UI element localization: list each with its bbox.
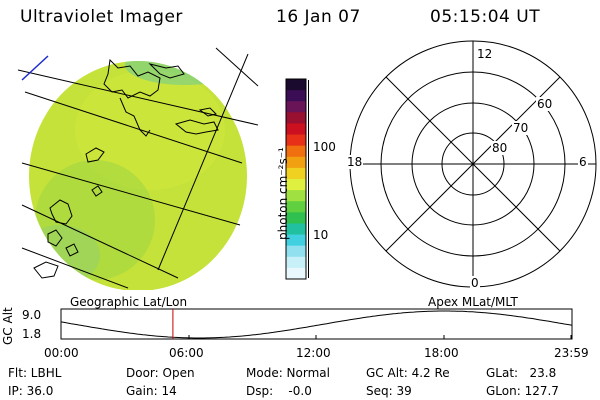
polar-label-6: 6	[578, 155, 588, 169]
info-door: Door: Open	[126, 366, 195, 380]
orbit-x-tick-1200: 12:00	[296, 346, 331, 360]
orbit-x-tick-0000: 00:00	[44, 346, 79, 360]
color-bar-segment	[286, 79, 306, 91]
color-bar-tick-100: 100	[313, 140, 336, 154]
orbit-y-min-label: 1.8	[22, 327, 42, 341]
polar-ring-label-70: 70	[512, 121, 530, 135]
orbit-plot-ticks	[60, 335, 572, 339]
polar-ring-label-80: 80	[491, 141, 509, 155]
color-bar-segment	[286, 179, 306, 191]
polar-label-0: 0	[470, 276, 480, 290]
color-bar-segment	[286, 190, 306, 202]
color-bar-segment	[286, 234, 306, 247]
info-seq: Seq: 39	[366, 384, 412, 398]
color-bar-segment	[286, 245, 306, 258]
orbit-x-tick-0600: 06:00	[169, 346, 204, 360]
orbit-x-tick-1800: 18:00	[424, 346, 459, 360]
app-title: Ultraviolet Imager	[20, 7, 183, 27]
color-bar-segment	[286, 101, 306, 113]
color-bar-frame	[285, 78, 307, 280]
limb-marker	[21, 55, 49, 81]
color-bar-unit-label: photon cm⁻²s⁻¹	[276, 147, 290, 240]
color-bar-segment	[286, 201, 306, 213]
info-mode: Mode: Normal	[246, 366, 330, 380]
color-bar-segment	[286, 112, 306, 124]
color-bar-segment	[286, 156, 306, 169]
info-gain: Gain: 14	[126, 384, 177, 398]
color-bar-segment	[286, 145, 306, 158]
image-date: 16 Jan 07	[276, 7, 361, 27]
color-bar-axis	[308, 80, 319, 278]
color-bar-segment	[286, 267, 306, 280]
info-glat: GLat: 23.8	[486, 366, 557, 380]
polar-diagonal-2	[385, 76, 561, 252]
info-filter: Flt: LBHL	[8, 366, 62, 380]
color-bar-segment	[286, 134, 306, 147]
color-bar-segment	[286, 256, 306, 269]
orbit-y-max-label: 9.0	[22, 308, 42, 322]
orbit-altitude-plot	[60, 308, 573, 340]
color-bar-segment	[286, 167, 306, 180]
color-bar-segment	[286, 223, 306, 236]
color-bar-segment	[286, 90, 306, 102]
polar-ring-label-60: 60	[536, 97, 554, 111]
geographic-grid-lines	[17, 47, 259, 289]
info-dsp: Dsp: -0.0	[246, 384, 312, 398]
color-bar-segment	[286, 212, 306, 224]
polar-label-18: 18	[346, 155, 364, 169]
polar-label-12: 12	[476, 47, 494, 61]
color-bar-tick-10: 10	[313, 228, 329, 242]
uv-earth-image	[17, 47, 259, 290]
color-bar	[285, 78, 307, 280]
color-bar-segment	[286, 123, 306, 136]
orbit-x-tick-2359: 23:59	[554, 346, 589, 360]
info-gc-alt: GC Alt: 4.2 Re	[366, 366, 450, 380]
orbit-altitude-curve	[60, 310, 573, 339]
info-glon: GLon: 127.7	[486, 384, 559, 398]
coastlines	[33, 58, 219, 279]
orbit-right-title: Apex MLat/MLT	[428, 295, 518, 309]
orbit-y-axis-label: GC Alt	[1, 307, 15, 345]
polar-mlat-mlt-plot	[349, 40, 597, 288]
info-ip: IP: 36.0	[8, 384, 54, 398]
orbit-left-title: Geographic Lat/Lon	[70, 295, 188, 309]
image-time: 05:15:04 UT	[430, 7, 541, 27]
